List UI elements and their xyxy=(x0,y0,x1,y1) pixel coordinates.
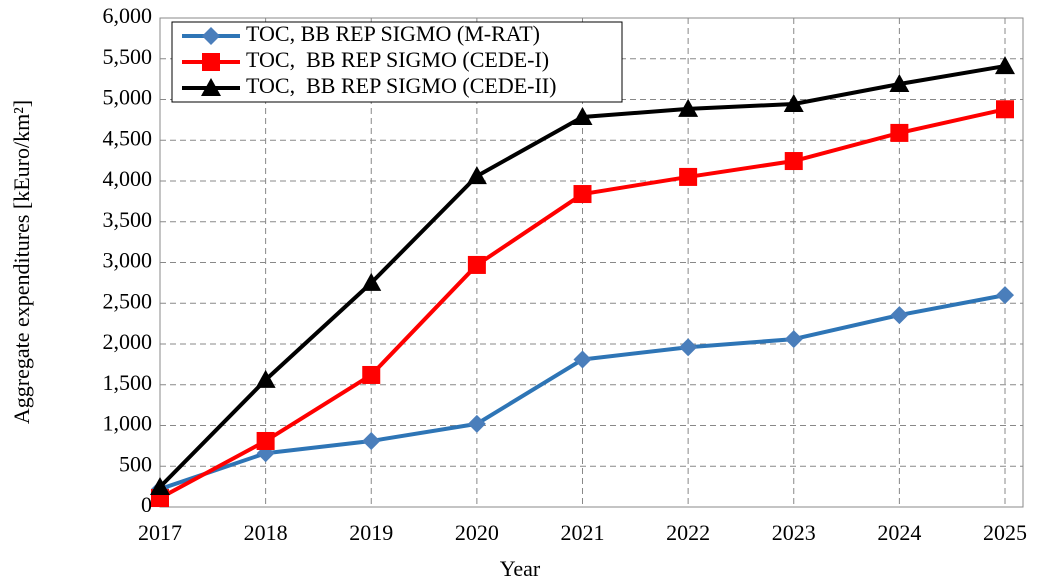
marker xyxy=(679,338,698,357)
marker xyxy=(361,272,382,291)
y-tick-label: 4,000 xyxy=(103,166,153,191)
x-tick-label: 2024 xyxy=(877,520,921,545)
y-tick-label: 5,000 xyxy=(103,85,153,110)
marker xyxy=(467,414,486,433)
y-tick-label: 500 xyxy=(119,451,152,476)
marker xyxy=(573,350,592,369)
y-tick-label: 3,500 xyxy=(103,207,153,232)
marker xyxy=(784,330,803,349)
y-tick-label: 1,000 xyxy=(103,411,153,436)
marker xyxy=(679,167,698,186)
marker xyxy=(467,255,486,274)
marker xyxy=(889,74,910,93)
y-tick-label: 6,000 xyxy=(103,3,153,28)
legend-label: TOC, BB REP SIGMO (M-RAT) xyxy=(246,21,540,46)
y-tick-label: 2,000 xyxy=(103,329,153,354)
marker xyxy=(466,166,487,185)
plot-border xyxy=(159,17,1024,508)
marker xyxy=(202,27,220,45)
legend-label: TOC, BB REP SIGMO (CEDE-II) xyxy=(246,73,556,98)
marker xyxy=(150,477,170,496)
x-tick-label: 2023 xyxy=(772,520,816,545)
legend-label: TOC, BB REP SIGMO (CEDE-I) xyxy=(246,47,549,72)
x-tick-label: 2022 xyxy=(666,520,710,545)
marker xyxy=(572,107,593,126)
y-tick-label: 2,500 xyxy=(103,288,153,313)
marker xyxy=(202,53,220,71)
marker xyxy=(783,93,804,112)
y-tick-label: 5,500 xyxy=(103,44,153,69)
x-tick-label: 2020 xyxy=(455,520,499,545)
y-tick-label: 1,500 xyxy=(103,370,153,395)
y-axis-label: Aggregate expenditures [kEuro/km²] xyxy=(9,100,34,424)
legend: TOC, BB REP SIGMO (M-RAT)TOC, BB REP SIG… xyxy=(171,21,623,103)
legend-box xyxy=(171,21,623,103)
marker xyxy=(995,56,1015,75)
y-tick-label: 3,000 xyxy=(103,248,153,273)
marker xyxy=(890,306,909,325)
x-tick-label: 2019 xyxy=(349,520,393,545)
marker xyxy=(890,123,909,142)
x-axis-label: Year xyxy=(500,556,541,581)
marker xyxy=(256,431,275,450)
marker xyxy=(996,286,1014,305)
marker xyxy=(784,152,803,171)
marker xyxy=(996,100,1014,119)
x-tick-label: 2025 xyxy=(983,520,1027,545)
y-tick-label: 4,500 xyxy=(103,125,153,150)
x-tick-label: 2018 xyxy=(244,520,288,545)
marker xyxy=(678,98,699,117)
marker xyxy=(255,369,276,388)
marker xyxy=(573,185,592,204)
x-tick-label: 2017 xyxy=(138,520,182,545)
marker xyxy=(201,78,221,96)
marker xyxy=(362,431,381,450)
x-tick-label: 2021 xyxy=(561,520,605,545)
y-tick-label: 0 xyxy=(141,492,152,517)
marker xyxy=(362,365,381,384)
